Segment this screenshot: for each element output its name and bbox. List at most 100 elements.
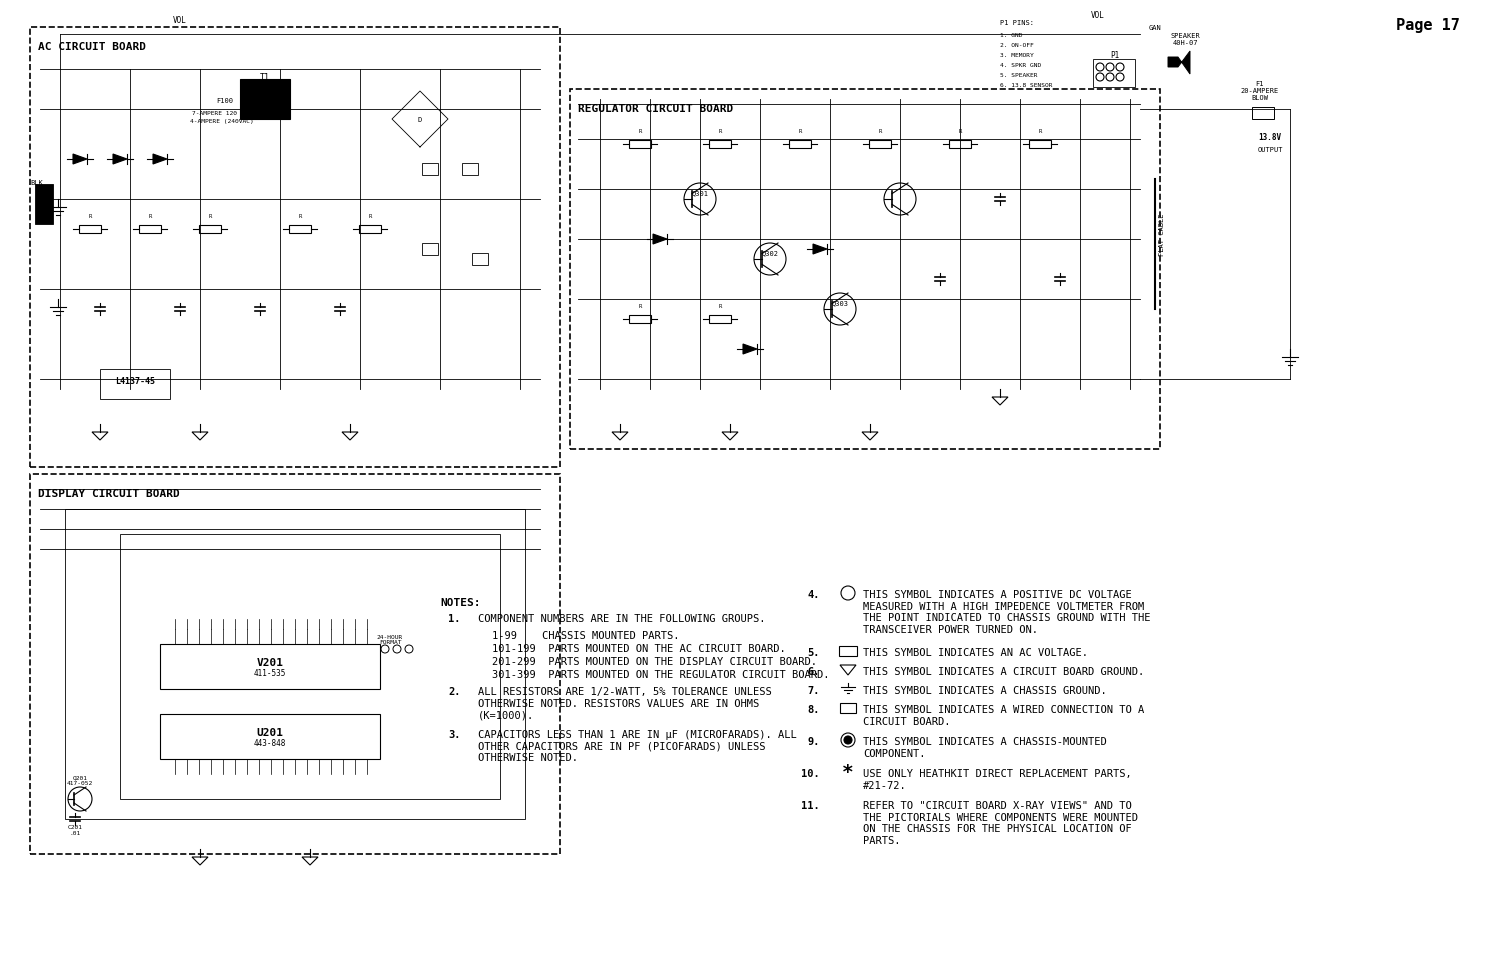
Text: THIS SYMBOL INDICATES A POSITIVE DC VOLTAGE
MEASURED WITH A HIGH IMPEDENCE VOLTM: THIS SYMBOL INDICATES A POSITIVE DC VOLT…: [862, 589, 1150, 634]
Bar: [839, 646, 856, 656]
Text: F100: F100: [216, 98, 234, 104]
Text: 8.: 8.: [807, 704, 820, 714]
Bar: [240, 79, 290, 120]
Text: REFER TO "CIRCUIT BOARD X-RAY VIEWS" AND TO
THE PICTORIALS WHERE COMPONENTS WERE: REFER TO "CIRCUIT BOARD X-RAY VIEWS" AND…: [862, 800, 1138, 845]
Polygon shape: [652, 234, 668, 245]
Text: R: R: [958, 129, 962, 134]
Text: *: *: [842, 763, 854, 782]
Circle shape: [68, 787, 92, 811]
Bar: [472, 254, 488, 266]
Bar: [422, 244, 438, 256]
Bar: [628, 141, 651, 149]
Bar: [570, 90, 1160, 450]
Text: 9.: 9.: [807, 736, 820, 746]
Circle shape: [884, 184, 916, 216]
Bar: [462, 164, 478, 175]
Bar: [710, 316, 730, 324]
Text: R: R: [718, 303, 722, 309]
Text: CAPACITORS LESS THAN 1 ARE IN μF (MICROFARADS). ALL
OTHER CAPACITORS ARE IN PF (: CAPACITORS LESS THAN 1 ARE IN μF (MICROF…: [478, 730, 796, 763]
Text: VOL: VOL: [172, 16, 188, 25]
Text: 2. ON-OFF: 2. ON-OFF: [1000, 43, 1033, 47]
Bar: [120, 535, 500, 799]
Text: L4137-45: L4137-45: [116, 376, 154, 385]
Text: 411-535: 411-535: [254, 669, 286, 677]
Text: P1 PINS:: P1 PINS:: [1000, 20, 1033, 26]
Text: R: R: [639, 129, 642, 134]
Circle shape: [684, 184, 716, 216]
Bar: [868, 141, 891, 149]
Text: R: R: [88, 214, 92, 219]
Bar: [100, 369, 170, 399]
Circle shape: [754, 244, 786, 276]
Text: Q301: Q301: [692, 190, 708, 196]
Bar: [30, 28, 560, 467]
Text: 7.: 7.: [807, 685, 820, 696]
Text: THIS SYMBOL INDICATES AN AC VOLTAGE.: THIS SYMBOL INDICATES AN AC VOLTAGE.: [862, 647, 1088, 657]
Bar: [160, 644, 380, 689]
Text: 4.: 4.: [807, 589, 820, 600]
Text: 13.8V: 13.8V: [1258, 133, 1281, 141]
Text: 201-299  PARTS MOUNTED ON THE DISPLAY CIRCUIT BOARD.: 201-299 PARTS MOUNTED ON THE DISPLAY CIR…: [492, 656, 818, 667]
Text: NOTES:: NOTES:: [440, 597, 480, 608]
Bar: [950, 141, 970, 149]
Bar: [1094, 60, 1136, 88]
Bar: [30, 475, 560, 854]
Polygon shape: [74, 155, 87, 165]
Text: 101-199  PARTS MOUNTED ON THE AC CIRCUIT BOARD.: 101-199 PARTS MOUNTED ON THE AC CIRCUIT …: [492, 643, 786, 653]
Bar: [140, 226, 160, 234]
Text: THIS SYMBOL INDICATES A CHASSIS GROUND.: THIS SYMBOL INDICATES A CHASSIS GROUND.: [862, 685, 1107, 696]
Text: 2.: 2.: [448, 686, 460, 697]
Text: 10.: 10.: [801, 768, 820, 778]
Text: R: R: [639, 303, 642, 309]
Text: 4-AMPERE (240VAC): 4-AMPERE (240VAC): [190, 119, 254, 124]
Text: VOL: VOL: [1090, 11, 1106, 20]
Text: V201: V201: [256, 658, 284, 668]
Text: 5. SPEAKER: 5. SPEAKER: [1000, 73, 1038, 78]
Text: 5.: 5.: [807, 647, 820, 657]
Polygon shape: [153, 155, 166, 165]
Text: 24-HOUR
FORMAT: 24-HOUR FORMAT: [376, 634, 404, 644]
Bar: [34, 185, 53, 225]
Circle shape: [844, 736, 852, 744]
Text: R: R: [718, 129, 722, 134]
Bar: [628, 316, 651, 324]
Bar: [160, 714, 380, 760]
Bar: [840, 703, 856, 713]
Text: R: R: [1038, 129, 1041, 134]
Text: U201: U201: [256, 728, 284, 737]
Text: R: R: [369, 214, 372, 219]
Text: R: R: [148, 214, 152, 219]
Bar: [64, 510, 525, 819]
Text: THIS SYMBOL INDICATES A CHASSIS-MOUNTED
COMPONENT.: THIS SYMBOL INDICATES A CHASSIS-MOUNTED …: [862, 736, 1107, 758]
Text: 6. 13.8 SENSOR: 6. 13.8 SENSOR: [1000, 83, 1053, 88]
Text: ALL RESISTORS ARE 1/2-WATT, 5% TOLERANCE UNLESS
OTHERWISE NOTED. RESISTORS VALUE: ALL RESISTORS ARE 1/2-WATT, 5% TOLERANCE…: [478, 686, 771, 719]
Bar: [422, 164, 438, 175]
Polygon shape: [813, 245, 826, 255]
Text: AC CIRCUIT BOARD: AC CIRCUIT BOARD: [38, 42, 146, 52]
Text: SPEAKER
40H-07: SPEAKER 40H-07: [1170, 33, 1200, 46]
Bar: [200, 226, 220, 234]
Text: Page 17: Page 17: [1396, 18, 1460, 33]
Bar: [358, 226, 381, 234]
Text: GAN: GAN: [1149, 25, 1161, 31]
Text: COMPONENT NUMBERS ARE IN THE FOLLOWING GROUPS.: COMPONENT NUMBERS ARE IN THE FOLLOWING G…: [478, 613, 765, 623]
Bar: [789, 141, 812, 149]
Text: R: R: [298, 214, 302, 219]
Text: C201
.01: C201 .01: [68, 825, 82, 835]
Text: 7-AMPERE 120 VAC: 7-AMPERE 120 VAC: [192, 110, 252, 116]
Polygon shape: [112, 155, 128, 165]
Text: 3.: 3.: [448, 730, 460, 739]
Text: P1: P1: [1110, 51, 1119, 60]
Text: R: R: [879, 129, 882, 134]
Text: 6.: 6.: [807, 667, 820, 676]
Polygon shape: [1168, 52, 1190, 75]
Text: Q302: Q302: [762, 250, 778, 256]
Text: OUTPUT: OUTPUT: [1257, 147, 1282, 153]
Text: USE ONLY HEATHKIT DIRECT REPLACEMENT PARTS,
#21-72.: USE ONLY HEATHKIT DIRECT REPLACEMENT PAR…: [862, 768, 1131, 790]
Text: D: D: [419, 117, 422, 123]
Text: THIS SYMBOL INDICATES A CIRCUIT BOARD GROUND.: THIS SYMBOL INDICATES A CIRCUIT BOARD GR…: [862, 667, 1144, 676]
Text: FLAT CABLE: FLAT CABLE: [1160, 213, 1166, 256]
Polygon shape: [742, 345, 758, 355]
Bar: [710, 141, 730, 149]
Text: THIS SYMBOL INDICATES A WIRED CONNECTION TO A
CIRCUIT BOARD.: THIS SYMBOL INDICATES A WIRED CONNECTION…: [862, 704, 1144, 726]
